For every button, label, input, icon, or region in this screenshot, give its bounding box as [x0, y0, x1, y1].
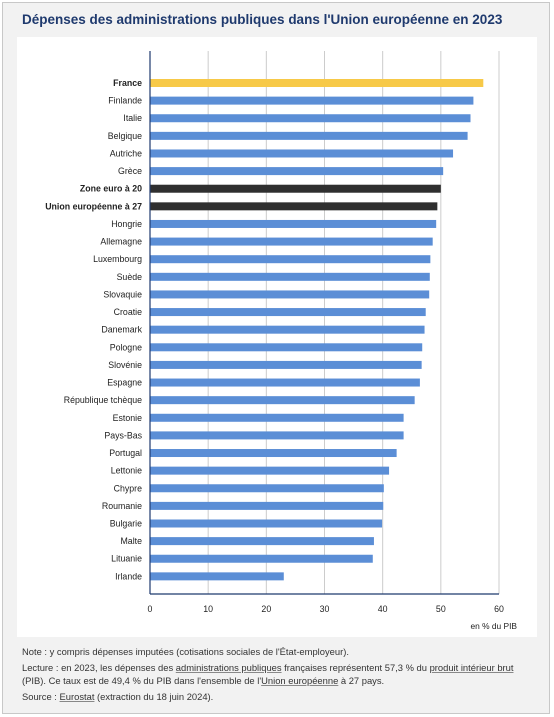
bar — [150, 378, 420, 387]
bar — [150, 290, 430, 299]
lecture-text: Lecture : en 2023, les dépenses des admi… — [22, 661, 537, 687]
lecture-part: à 27 pays. — [338, 675, 385, 686]
bar — [150, 360, 422, 369]
bar — [150, 131, 468, 140]
category-label: Bulgarie — [110, 519, 142, 529]
bar — [150, 396, 415, 405]
bar — [150, 431, 404, 440]
category-label: France — [113, 78, 142, 88]
category-label: Slovénie — [108, 360, 142, 370]
category-label: Grèce — [118, 166, 142, 176]
category-label: République tchèque — [64, 395, 142, 405]
source-part: (extraction du 18 juin 2024). — [94, 691, 214, 702]
bar — [150, 184, 441, 193]
bar — [150, 572, 284, 581]
lecture-part: Lecture : en 2023, les dépenses des — [22, 662, 176, 673]
category-label: Lettonie — [111, 466, 142, 476]
category-label: Irlande — [115, 571, 142, 581]
category-label: Luxembourg — [93, 254, 142, 264]
category-label: Pologne — [110, 342, 142, 352]
category-label: Union européenne à 27 — [45, 201, 142, 211]
category-label: Finlande — [108, 96, 142, 106]
bar — [150, 167, 444, 176]
category-label: Croatie — [114, 307, 142, 317]
lecture-part: (PIB). Ce taux est de 49,4 % du PIB dans… — [22, 675, 262, 686]
category-label: Danemark — [101, 325, 142, 335]
bar-chart: France Finlande Italie Belgique Autriche Grèc… — [45, 51, 517, 631]
category-label: Belgique — [108, 131, 142, 141]
category-label: Roumanie — [102, 501, 142, 511]
bar — [150, 537, 374, 546]
bar — [150, 272, 430, 281]
link-administrations-publiques[interactable]: administrations publiques — [175, 662, 282, 673]
x-tick-label: 10 — [203, 604, 213, 614]
bar — [150, 343, 423, 352]
x-tick-label: 30 — [320, 604, 330, 614]
source-part: Source : — [22, 691, 60, 702]
bar — [150, 325, 425, 334]
category-label: Allemagne — [100, 237, 142, 247]
bar — [150, 466, 390, 475]
bar — [150, 308, 426, 317]
lecture-part: françaises représentent 57,3 % du — [281, 662, 430, 673]
bar — [150, 219, 437, 228]
x-axis-label: en % du PIB — [470, 621, 517, 631]
bar — [150, 519, 383, 528]
category-label: Autriche — [110, 148, 142, 158]
category-label: Chypre — [114, 483, 142, 493]
category-label: Pays-Bas — [104, 430, 142, 440]
bar — [150, 554, 373, 563]
category-label: Suède — [117, 272, 143, 282]
chart-panel: France Finlande Italie Belgique Autriche Grèc… — [17, 37, 537, 637]
x-tick-label: 20 — [261, 604, 271, 614]
x-tick-label: 0 — [148, 604, 153, 614]
bar — [150, 149, 454, 158]
bar — [150, 96, 474, 105]
bar — [150, 237, 433, 246]
bar — [150, 202, 438, 211]
category-label: Hongrie — [111, 219, 142, 229]
bar — [150, 484, 384, 493]
x-tick-label: 40 — [378, 604, 388, 614]
chart-notes: Note : y compris dépenses imputées (coti… — [22, 645, 537, 706]
bar — [150, 413, 404, 422]
category-label: Italie — [123, 113, 142, 123]
x-tick-label: 60 — [494, 604, 504, 614]
chart-title: Dépenses des administrations publiques d… — [22, 12, 503, 27]
category-label: Estonie — [113, 413, 142, 423]
bar — [150, 255, 431, 264]
category-label: Portugal — [109, 448, 142, 458]
bar — [150, 501, 384, 510]
link-eurostat[interactable]: Eurostat — [59, 691, 95, 702]
link-union-europeenne[interactable]: Union européenne — [261, 675, 339, 686]
link-produit-interieur-brut[interactable]: produit intérieur brut — [429, 662, 514, 673]
bar — [150, 79, 484, 87]
bar — [150, 449, 397, 458]
x-tick-label: 50 — [436, 604, 446, 614]
bar — [150, 114, 471, 123]
category-label: Malte — [120, 536, 142, 546]
source-text: Source : Eurostat (extraction du 18 juin… — [22, 690, 537, 703]
note-text: Note : y compris dépenses imputées (coti… — [22, 646, 349, 657]
category-label: Slovaquie — [103, 289, 142, 299]
category-label: Zone euro à 20 — [80, 184, 142, 194]
category-label: Lituanie — [111, 554, 142, 564]
category-label: Espagne — [107, 378, 142, 388]
